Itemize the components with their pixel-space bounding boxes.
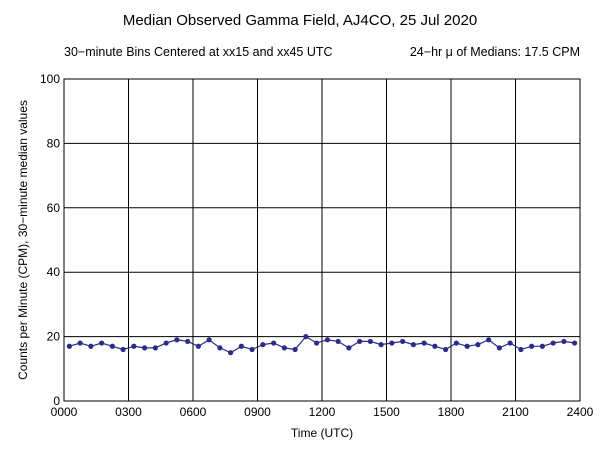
data-point [163, 340, 169, 346]
data-point [271, 340, 277, 346]
data-point [572, 340, 578, 346]
y-tick-label: 40 [47, 265, 61, 279]
y-tick-label: 0 [53, 394, 60, 408]
y-tick-label: 20 [47, 330, 61, 344]
x-tick-label: 1800 [438, 405, 465, 419]
y-tick-label: 60 [47, 201, 61, 215]
data-point [475, 342, 481, 348]
data-point [142, 345, 148, 351]
data-point [314, 340, 320, 346]
data-point [152, 345, 158, 351]
data-point [228, 350, 234, 356]
data-point [109, 343, 115, 349]
x-tick-label: 0900 [244, 405, 271, 419]
data-point [77, 340, 83, 346]
x-tick-label: 1200 [309, 405, 336, 419]
data-point [453, 340, 459, 346]
data-point [99, 340, 105, 346]
data-point [507, 340, 513, 346]
data-point [550, 340, 556, 346]
grid [63, 78, 581, 402]
data-point [249, 346, 255, 353]
y-tick-label: 100 [40, 72, 60, 86]
chart-subtitle-right: 24−hr μ of Medians: 17.5 CPM [410, 45, 580, 59]
chart-subtitle-left: 30−minute Bins Centered at xx15 and xx45… [64, 45, 333, 59]
y-axis-label: Counts per Minute (CPM), 30−minute media… [16, 100, 30, 380]
y-tick-label: 80 [47, 136, 61, 150]
data-point [66, 343, 72, 349]
data-point [539, 343, 545, 349]
data-point [335, 338, 341, 345]
data-point [281, 345, 287, 351]
data-point [260, 342, 266, 348]
data-point [432, 343, 438, 349]
data-point [195, 343, 201, 349]
data-point [357, 338, 363, 345]
chart-title: Median Observed Gamma Field, AJ4CO, 25 J… [123, 12, 477, 29]
data-point [389, 340, 395, 346]
x-axis-ticks: 0000 0300 0600 0900 1200 1500 1800 2100 2400 [51, 405, 594, 419]
data-point [120, 346, 126, 353]
data-point [529, 343, 535, 349]
data-point [174, 337, 180, 343]
data-point [518, 346, 524, 353]
y-axis-ticks: 0 20 40 60 80 100 [40, 72, 60, 408]
data-point [238, 343, 244, 349]
data-points [66, 334, 578, 356]
data-point [324, 337, 330, 343]
data-point [486, 337, 492, 343]
data-point [561, 338, 567, 345]
x-axis-label: Time (UTC) [291, 426, 353, 440]
data-point [410, 342, 416, 348]
data-point [217, 345, 223, 351]
x-tick-label: 0000 [51, 405, 78, 419]
data-point [443, 346, 449, 353]
x-tick-label: 2100 [502, 405, 529, 419]
data-point [400, 338, 406, 345]
data-point [303, 334, 309, 340]
data-point [367, 338, 373, 345]
data-point [496, 345, 502, 351]
data-point [206, 337, 212, 343]
data-point [346, 345, 352, 351]
x-tick-label: 2400 [567, 405, 594, 419]
x-tick-label: 0300 [115, 405, 142, 419]
data-point [421, 340, 427, 346]
data-point [131, 343, 137, 349]
data-point [185, 338, 191, 345]
data-point [292, 346, 298, 353]
x-tick-label: 1500 [373, 405, 400, 419]
x-tick-label: 0600 [180, 405, 207, 419]
plot-frame [63, 78, 581, 402]
data-point [464, 343, 470, 349]
data-point [378, 342, 384, 348]
data-point [88, 343, 94, 349]
